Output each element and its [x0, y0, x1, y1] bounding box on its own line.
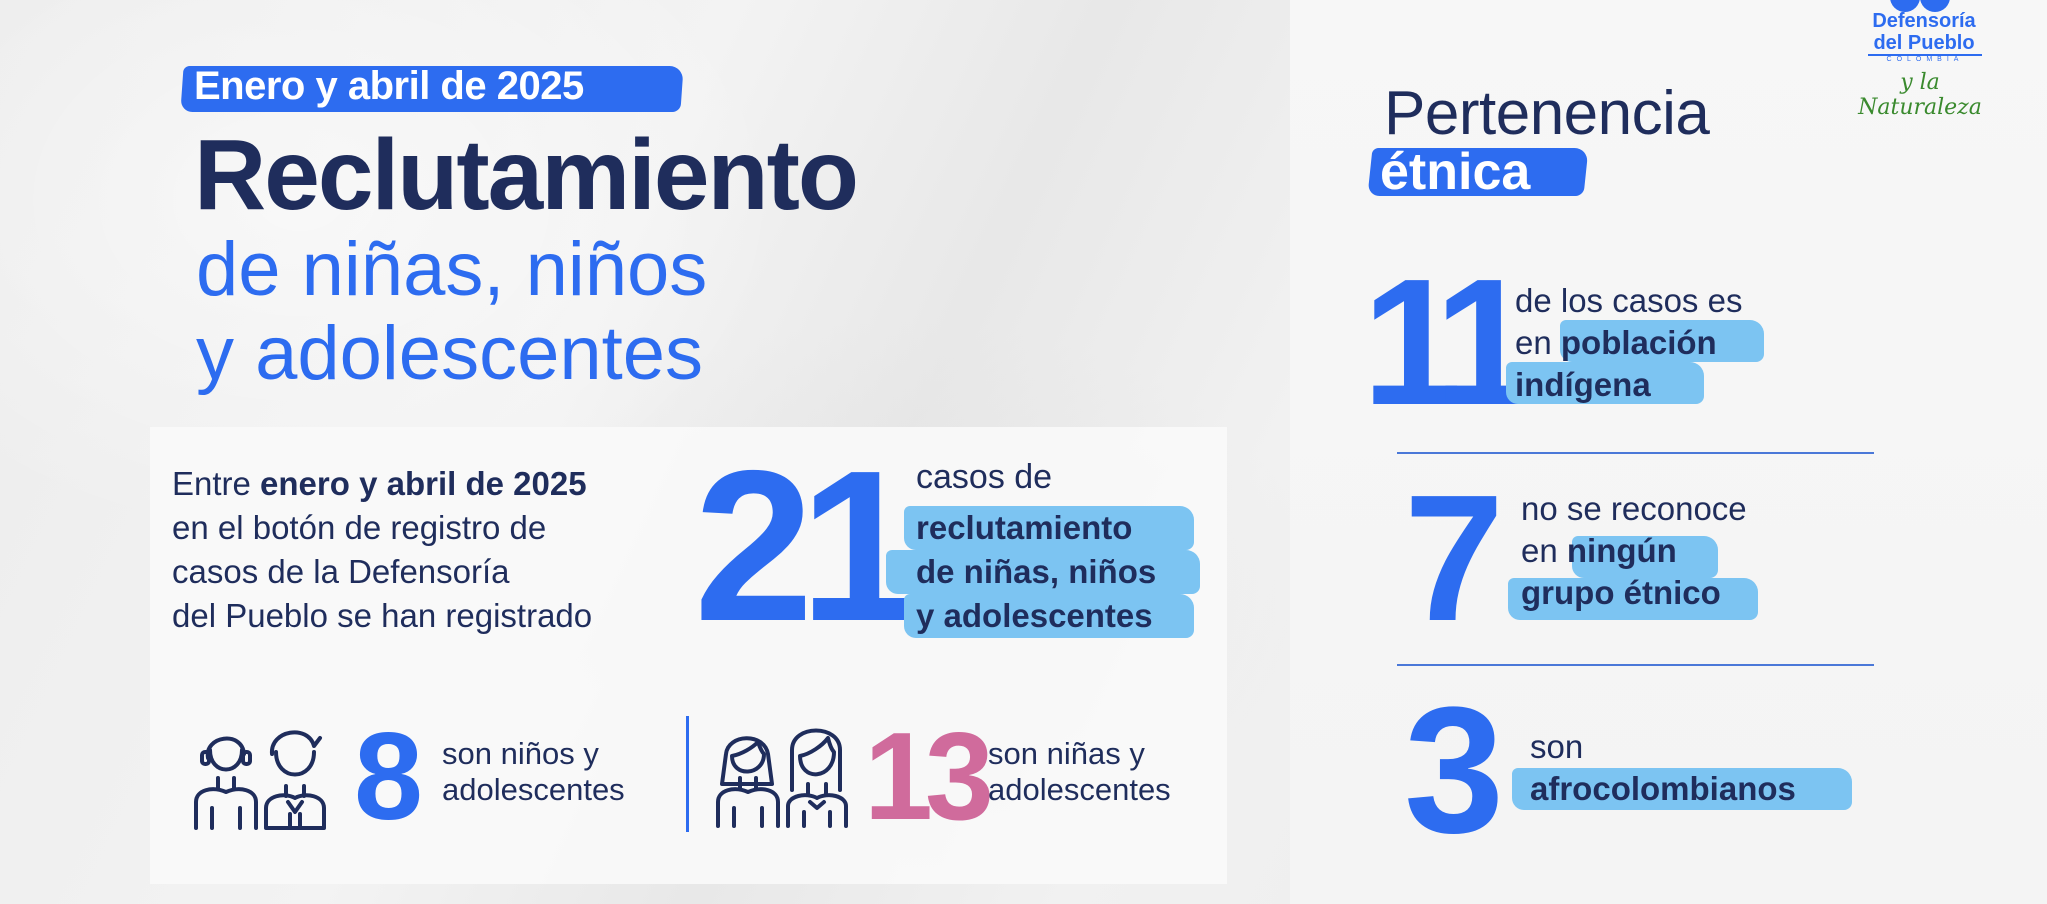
indigenous-count: 11 [1362, 242, 1534, 443]
logo-tagline: y la Naturaleza [1858, 70, 1982, 120]
brush-highlight [1508, 578, 1758, 620]
no-ethnic-group-description: no se reconoce en ningún grupo étnico [1521, 490, 1747, 611]
ethnicity-title: Pertenencia [1384, 79, 1710, 148]
logo-country: COLOMBIA [1886, 56, 1964, 63]
logo-underline [1868, 54, 1982, 56]
brush-highlight [886, 550, 1200, 594]
brush-highlight [1560, 320, 1764, 362]
date-tag: Enero y abril de 2025 [180, 60, 684, 116]
brush-highlight [904, 506, 1194, 550]
girls-count: 13 [864, 708, 994, 846]
ethnicity-title-highlight: étnica [1367, 142, 1590, 202]
section-divider [1397, 664, 1874, 666]
girls-label: son niñas y adolescentes [988, 736, 1171, 807]
gender-divider [686, 716, 689, 832]
brush-highlight [1512, 768, 1852, 810]
brush-highlight [904, 594, 1194, 638]
page-subtitle: de niñas, niños y adolescentes [196, 227, 708, 396]
logo-circles-icon [1890, 0, 1950, 12]
brush-highlight [1506, 362, 1704, 404]
section-divider [1397, 452, 1874, 454]
afrocolombian-description: son afrocolombianos [1530, 728, 1796, 807]
page-title: Reclutamiento [194, 119, 859, 231]
girls-icon [716, 728, 848, 828]
boys-count: 8 [354, 708, 423, 846]
boys-icon [194, 730, 326, 830]
date-tag-label: Enero y abril de 2025 [194, 64, 584, 108]
boys-label: son niños y adolescentes [442, 736, 625, 807]
afrocolombian-count: 3 [1404, 670, 1505, 871]
no-ethnic-group-count: 7 [1404, 458, 1505, 659]
logo-name: Defensoría del Pueblo [1872, 10, 1976, 54]
indigenous-description: de los casos es en población indígena [1515, 282, 1743, 403]
total-cases-number: 21 [694, 425, 919, 666]
brush-highlight [1572, 536, 1718, 578]
intro-text: Entre enero y abril de 2025 en el botón … [172, 465, 593, 634]
